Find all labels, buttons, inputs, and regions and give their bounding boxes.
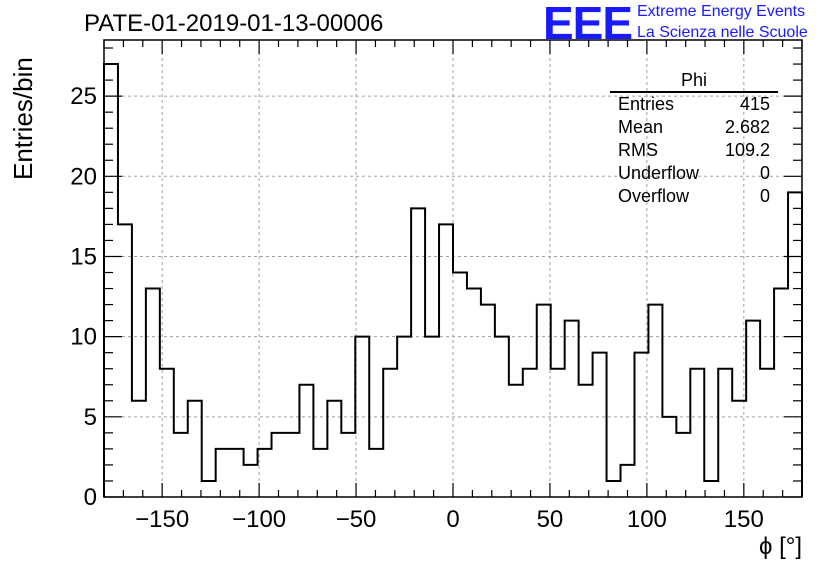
- y-tick-label: 0: [84, 484, 97, 511]
- histogram-bin: [104, 64, 118, 497]
- histogram-bin: [285, 433, 299, 497]
- histogram-bin: [676, 433, 690, 497]
- histogram-bin: [299, 385, 313, 497]
- x-tick-label: 150: [724, 506, 764, 533]
- stats-value: 415: [739, 94, 770, 114]
- y-tick-label: 25: [70, 83, 97, 110]
- stats-row-overflow: Overflow 0: [610, 185, 778, 208]
- histogram-bin: [132, 401, 146, 497]
- histogram-bin: [369, 449, 383, 497]
- x-tick-label: 50: [537, 506, 564, 533]
- logo-line-2: La Scienza nelle Scuole: [637, 24, 808, 41]
- tick-labels: −150 −100 −50 0 50 100 150 0 5 10 15 20 25: [70, 83, 764, 533]
- histogram-bin: [481, 305, 495, 497]
- histogram-bin: [439, 224, 453, 497]
- stats-label: RMS: [618, 140, 658, 160]
- histogram-bin: [467, 289, 481, 497]
- histogram-bin: [690, 369, 704, 497]
- eee-logo: EEE: [543, 0, 633, 49]
- histogram-bin: [327, 401, 341, 497]
- histogram-bin: [383, 369, 397, 497]
- histogram-bin: [216, 449, 230, 497]
- histogram-bin: [230, 449, 244, 497]
- stats-label: Underflow: [618, 163, 700, 183]
- histogram-bin: [411, 208, 425, 497]
- histogram-bin: [662, 417, 676, 497]
- stats-value: 2.682: [724, 117, 770, 137]
- stats-row-underflow: Underflow 0: [610, 162, 778, 185]
- y-tick-label: 15: [70, 243, 97, 270]
- histogram-bin: [565, 321, 579, 497]
- histogram-bin: [188, 401, 202, 497]
- histogram-bin: [453, 273, 467, 497]
- histogram-bin: [272, 433, 286, 497]
- stats-label: Mean: [618, 117, 664, 137]
- histogram-bin: [509, 385, 523, 497]
- x-axis-label: ϕ [°]: [758, 533, 802, 560]
- histogram-bin: [593, 353, 607, 497]
- histogram-bin: [118, 224, 132, 497]
- histogram-bin: [244, 465, 258, 497]
- y-tick-label: 20: [70, 163, 97, 190]
- histogram-bin: [760, 369, 774, 497]
- x-tick-label: 0: [446, 506, 459, 533]
- stats-title: Phi: [610, 70, 778, 93]
- stats-row-rms: RMS 109.2: [610, 139, 778, 162]
- stats-row-mean: Mean 2.682: [610, 116, 778, 139]
- histogram-bin: [551, 369, 565, 497]
- histogram-bin: [174, 433, 188, 497]
- histogram-bars: [103, 63, 803, 497]
- stats-value: 0: [759, 163, 770, 183]
- histogram-bin: [788, 192, 802, 497]
- stats-row-entries: Entries 415: [610, 93, 778, 116]
- x-tick-label: −150: [135, 506, 189, 533]
- stats-value: 0: [759, 186, 770, 206]
- axis-ticks: [103, 40, 803, 498]
- histogram-bin: [648, 305, 662, 497]
- histogram-bin: [704, 481, 718, 497]
- histogram-bin: [774, 289, 788, 497]
- histogram-bin: [341, 433, 355, 497]
- x-tick-label: −50: [336, 506, 377, 533]
- histogram-bin: [718, 369, 732, 497]
- y-tick-label: 10: [70, 324, 97, 351]
- stats-value: 109.2: [724, 140, 770, 160]
- histogram-bin: [537, 305, 551, 497]
- histogram-bin: [313, 449, 327, 497]
- x-tick-label: 100: [627, 506, 667, 533]
- stats-box: Phi Entries 415 Mean 2.682 RMS 109.2 Und…: [610, 70, 778, 208]
- chart-title: PATE-01-2019-01-13-00006: [84, 10, 384, 37]
- x-tick-label: −100: [232, 506, 286, 533]
- histogram-bin: [634, 353, 648, 497]
- stats-label: Overflow: [618, 186, 690, 206]
- stats-label: Entries: [618, 94, 675, 114]
- histogram-bin: [746, 321, 760, 497]
- histogram-outline: [103, 63, 803, 497]
- histogram-bin: [146, 289, 160, 497]
- y-axis-label: Entries/bin: [8, 57, 38, 180]
- histogram-bin: [579, 385, 593, 497]
- histogram-bin: [202, 481, 216, 497]
- histogram-bin: [523, 369, 537, 497]
- logo-line-1: Extreme Energy Events: [637, 3, 806, 20]
- y-tick-label: 5: [84, 404, 97, 431]
